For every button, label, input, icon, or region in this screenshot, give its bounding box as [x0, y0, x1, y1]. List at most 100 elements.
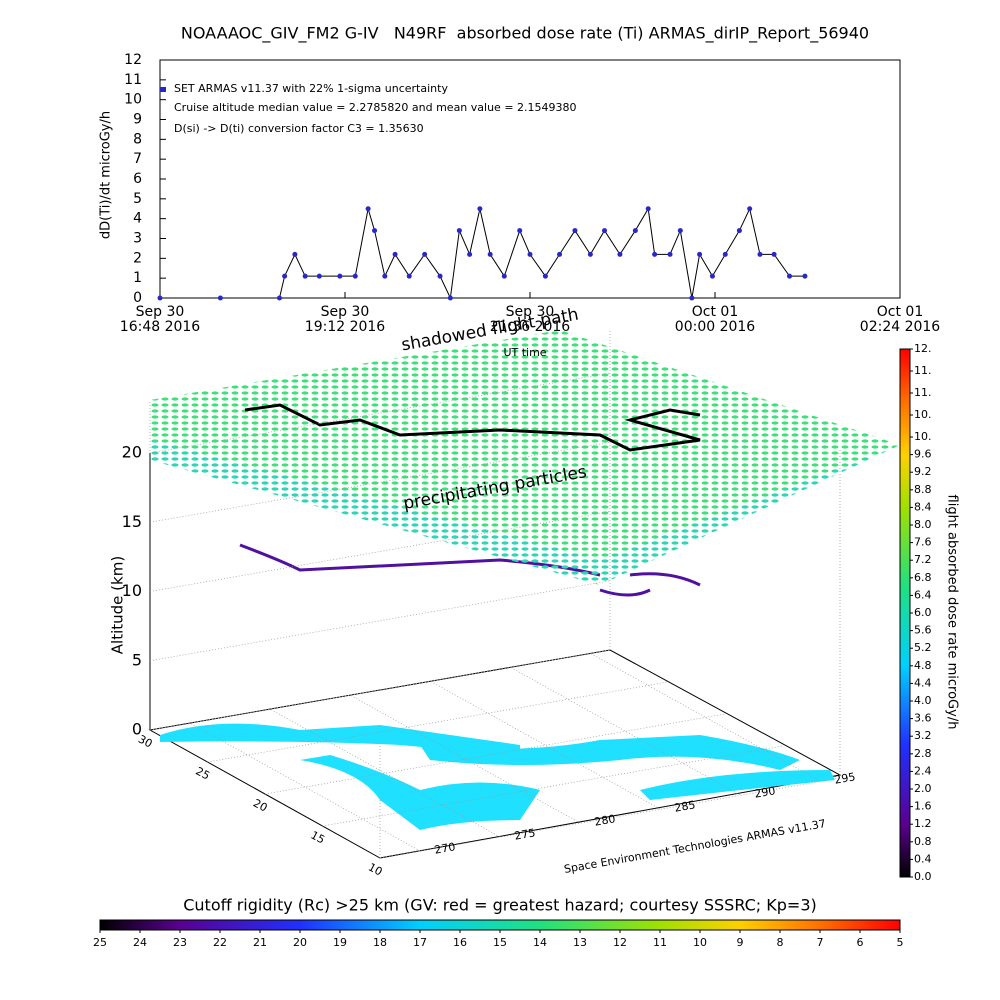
colorbar-tick-label: 2.8: [914, 747, 932, 760]
y-tick-label: 25: [194, 765, 212, 783]
y-tick-label: 8: [133, 131, 142, 147]
data-point: [722, 251, 728, 257]
3d-scene: [148, 330, 900, 859]
shadowed-path: [244, 403, 701, 452]
y-tick-label: 15: [309, 829, 327, 847]
x-tick-label: 02:24 2016: [860, 319, 941, 335]
y-tick-label: 0: [133, 290, 142, 306]
data-point: [697, 251, 703, 257]
legend-swatch: [160, 87, 166, 92]
colorbar-tick-label: 18: [373, 936, 387, 949]
colorbar-tick-label: 6.0: [914, 606, 932, 619]
colorbar-tick-label: 5.6: [914, 624, 932, 637]
data-point: [771, 251, 777, 257]
data-point: [652, 251, 658, 257]
y-tick-label: 20: [251, 797, 269, 815]
colorbar-tick-label: 13: [573, 936, 587, 949]
colorbar: [99, 919, 901, 931]
grid-line: [589, 652, 821, 782]
colorbar-tick-label: 23: [173, 936, 187, 949]
colorbar-tick-label: 9.2: [914, 465, 932, 478]
y-tick-label: 10: [124, 92, 142, 108]
data-point: [645, 206, 651, 212]
colorbar-tick-label: 1.2: [914, 817, 932, 830]
x-tick-label: 285: [673, 798, 696, 814]
colorbar-tick-label: 11.: [914, 386, 932, 399]
data-point: [352, 273, 358, 279]
y-axis-label: dD(Ti)/dt microGy/h: [99, 111, 114, 239]
data-point: [316, 273, 322, 279]
data-point: [456, 228, 462, 234]
colorbar-tick-label: 5.2: [914, 641, 932, 654]
colorbar-tick-label: 7.6: [914, 536, 932, 549]
z-axis-label: Altitude (km): [109, 556, 127, 654]
y-tick-label: 30: [136, 733, 154, 751]
data-point: [302, 273, 308, 279]
legend-label: SET ARMAS v11.37 with 22% 1-sigma uncert…: [174, 82, 448, 95]
colorbar-tick-label: 8: [777, 936, 784, 949]
data-point: [467, 251, 473, 257]
grid-line: [269, 708, 501, 838]
colorbar-tick-label: 8.4: [914, 500, 932, 513]
data-point: [517, 228, 523, 234]
colorbar-tick-label: 6: [857, 936, 864, 949]
colorbar-tick-label: 8.0: [914, 518, 932, 531]
colorbar-tick-label: 4.4: [914, 676, 932, 689]
y-tick-label: 6: [133, 171, 142, 187]
data-point: [292, 251, 298, 257]
colorbar-tick-label: 22: [213, 936, 227, 949]
colorbar-tick-label: 0.4: [914, 852, 932, 865]
data-point: [282, 273, 288, 279]
data-point: [677, 228, 683, 234]
land: [160, 723, 520, 760]
data-point: [477, 206, 483, 212]
land: [640, 770, 835, 800]
data-point: [632, 228, 638, 234]
x-tick-label: 16:48 2016: [120, 319, 201, 335]
colorbar-tick-label: 9.6: [914, 448, 932, 461]
x-tick-label: Sep 30: [506, 304, 555, 320]
colorbar-tick-label: 15: [493, 936, 507, 949]
y-tick-label: 1: [133, 270, 142, 286]
x-tick-label: Oct 01: [692, 304, 738, 320]
colorbar: [899, 348, 911, 878]
data-point: [617, 251, 623, 257]
colorbar-tick-label: 10: [693, 936, 707, 949]
x-tick-label: 290: [753, 784, 776, 800]
colorbar-tick-label: 4.0: [914, 694, 932, 707]
colorbar-tick-label: 3.6: [914, 712, 932, 725]
z-tick-label: 0: [132, 720, 142, 739]
x-axis-label: UT time: [503, 346, 546, 359]
data-point: [382, 273, 388, 279]
x-tick-label: 00:00 2016: [675, 319, 756, 335]
land: [420, 735, 800, 770]
data-point: [587, 251, 593, 257]
colorbar-tick-label: 1.6: [914, 800, 932, 813]
colorbar-tick-label: 20: [293, 936, 307, 949]
data-point: [542, 273, 548, 279]
colorbar-tick-label: 6.4: [914, 588, 932, 601]
colorbar-tick-label: 7.2: [914, 553, 932, 566]
grid-line: [349, 694, 581, 824]
y-tick-label: 3: [133, 231, 142, 247]
data-point: [747, 206, 753, 212]
data-point: [689, 295, 695, 301]
data-point: [337, 273, 343, 279]
data-point: [406, 273, 412, 279]
colorbar-tick-label: 4.8: [914, 659, 932, 672]
data-point: [437, 273, 443, 279]
grid-line: [509, 666, 741, 796]
data-point: [557, 251, 563, 257]
particle-plane: [150, 440, 900, 585]
data-point: [217, 295, 223, 301]
z-tick-label: 20: [122, 443, 142, 462]
colorbar-tick-label: 19: [333, 936, 347, 949]
colorbar-tick-label: 25: [93, 936, 107, 949]
data-point: [157, 295, 163, 301]
data-point: [736, 228, 742, 234]
x-tick-label: 21:36 2016: [490, 319, 571, 335]
data-point: [757, 251, 763, 257]
grid-line: [149, 580, 611, 662]
data-point: [487, 251, 493, 257]
